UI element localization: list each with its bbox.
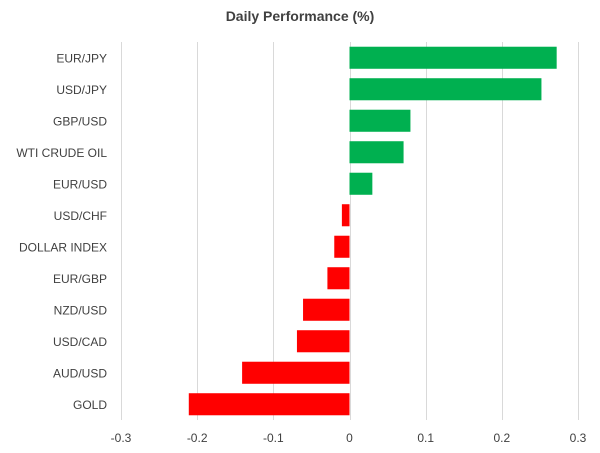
category-label: NZD/USD <box>54 303 108 317</box>
category-label: EUR/USD <box>53 177 107 191</box>
bar <box>188 393 350 416</box>
category-label: AUD/USD <box>53 366 107 380</box>
x-tick-label: 0 <box>346 431 353 445</box>
x-tick-label: 0.2 <box>493 431 510 445</box>
bar <box>296 330 350 353</box>
category-label: EUR/GBP <box>53 272 107 286</box>
category-label: DOLLAR INDEX <box>19 240 107 254</box>
category-label: GOLD <box>73 398 107 412</box>
category-label: EUR/JPY <box>56 51 107 65</box>
bar <box>349 172 373 195</box>
bar <box>349 141 404 164</box>
bar <box>242 361 350 384</box>
x-tick-label: 0.3 <box>570 431 587 445</box>
bar <box>349 46 557 69</box>
bar <box>327 267 350 290</box>
x-tick-label: -0.2 <box>187 431 208 445</box>
chart-title: Daily Performance (%) <box>225 8 375 24</box>
x-tick-label: -0.3 <box>111 431 132 445</box>
x-tick-label: -0.1 <box>263 431 284 445</box>
bar <box>349 78 542 101</box>
bar <box>334 235 350 258</box>
category-label: USD/JPY <box>56 83 107 97</box>
category-label: USD/CHF <box>54 209 107 223</box>
category-label: GBP/USD <box>53 114 107 128</box>
category-label: USD/CAD <box>53 335 107 349</box>
category-label: WTI CRUDE OIL <box>16 146 107 160</box>
x-tick-label: 0.1 <box>417 431 434 445</box>
bar <box>349 109 411 132</box>
bar <box>341 204 350 227</box>
bar <box>303 298 350 321</box>
